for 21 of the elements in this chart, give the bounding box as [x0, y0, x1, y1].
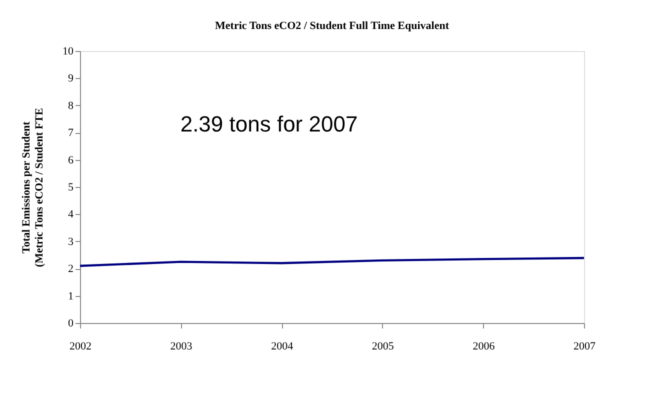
y-tick-label: 9: [68, 72, 74, 85]
line-series: [78, 256, 586, 267]
y-tick-label: 3: [68, 236, 74, 248]
y-tick-label: 7: [68, 127, 74, 140]
y-tick-label: 2: [68, 263, 74, 276]
chart-title: Metric Tons eCO2 / Student Full Time Equivalent: [215, 20, 450, 32]
y-tick-label: 6: [68, 154, 74, 166]
annotation: 2.39 tons for 2007: [180, 111, 358, 136]
y-tick-label: 4: [68, 208, 74, 221]
y-tick-label: 8: [68, 100, 74, 112]
y-axis-title: Total Emissions per Student (Metric Tons eCO2 / Student FTE: [20, 108, 46, 268]
y-tick-label: 0: [68, 318, 74, 330]
x-tick-label: 2002: [70, 340, 92, 352]
y-tick-label: 10: [62, 46, 74, 58]
y-tick-label: 1: [68, 290, 74, 302]
x-tick-label: 2006: [472, 340, 496, 352]
y-tick-label: 5: [68, 182, 74, 194]
x-tick-label: 2005: [372, 340, 394, 352]
x-tick-label: 2003: [170, 340, 193, 352]
x-tick-label: 2004: [271, 340, 294, 352]
x-tick-label: 2007: [574, 340, 596, 352]
